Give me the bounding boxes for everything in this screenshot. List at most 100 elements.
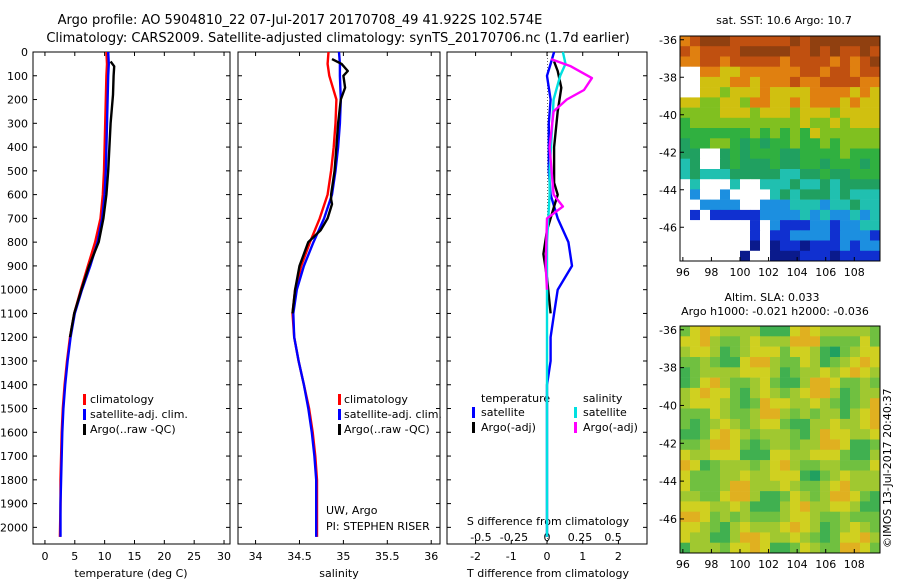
sla-cell (710, 470, 721, 482)
sla-cell (730, 480, 741, 492)
sla-cell (770, 449, 781, 461)
sla-cell (790, 367, 801, 378)
sla-cell (730, 522, 741, 533)
sst-cell (810, 158, 821, 170)
sla-cell (740, 470, 751, 482)
sla-cell (830, 367, 841, 378)
sla-cell (740, 501, 751, 512)
sst-cell (860, 56, 871, 67)
sst-cell (860, 107, 871, 119)
sla-cell (710, 501, 721, 512)
sst-cell (800, 36, 811, 47)
sst-cell (850, 36, 861, 47)
sla-cell (730, 326, 741, 337)
sla-cell (850, 377, 861, 389)
sla-cell (860, 357, 871, 368)
sst-cell (690, 87, 701, 98)
sst-cell (810, 128, 821, 139)
sst-cell (820, 158, 831, 170)
sla-cell (820, 532, 831, 543)
s-tick-label: 0.5 (604, 531, 622, 544)
series-line-climatology (58, 51, 109, 537)
sla-cell (820, 522, 831, 533)
difference-xlabel-top: S difference from climatology (467, 515, 630, 528)
sst-cell (820, 138, 831, 149)
sla-cell (720, 377, 731, 389)
sla-cell (750, 460, 761, 471)
sst-cell (830, 76, 841, 88)
sst-cell (680, 56, 691, 67)
legend-swatch-t-argo (472, 422, 475, 433)
sst-cell (680, 138, 691, 149)
sst-cell (770, 189, 781, 200)
sst-cell (710, 138, 721, 149)
sla-map-title: Altim. SLA: 0.033 (724, 291, 819, 304)
sla-cell (770, 501, 781, 512)
sla-cell (800, 491, 811, 502)
sla-cell (780, 491, 791, 502)
sst-cell (730, 209, 741, 221)
sla-cell (770, 367, 781, 378)
sla-cell (740, 387, 751, 399)
sla-cell (680, 398, 691, 409)
sla-cell (740, 491, 751, 502)
sst-cell (750, 97, 761, 108)
legend-swatch-t-satellite (472, 407, 475, 418)
sla-cell (850, 336, 861, 347)
sla-cell (870, 460, 881, 471)
sst-cell (740, 117, 751, 129)
sst-cell (800, 138, 811, 149)
sla-cell (690, 532, 701, 543)
y-tick-label: 600 (7, 189, 28, 202)
sst-cell (820, 199, 831, 211)
sla-cell (760, 336, 771, 347)
sst-cell (790, 209, 801, 221)
sst-cell (860, 158, 871, 170)
sst-cell (790, 169, 801, 180)
sla-cell (700, 480, 711, 492)
sst-cell (820, 97, 831, 108)
sla-cell (820, 377, 831, 389)
map-y-tick-label: -40 (659, 399, 677, 412)
sst-cell (860, 36, 871, 47)
sst-cell (870, 250, 881, 262)
sla-cell (790, 511, 801, 523)
sst-cell (690, 117, 701, 129)
sla-cell (810, 480, 821, 492)
sst-cell (730, 148, 741, 159)
y-tick-label: 1000 (0, 284, 28, 297)
x-tick-label: 0 (544, 550, 551, 563)
sst-cell (730, 76, 741, 88)
sst-cell (730, 107, 741, 119)
sst-cell (720, 158, 731, 170)
sst-cell (730, 117, 741, 129)
sla-cell (690, 470, 701, 482)
sst-map: sat. SST: 10.6 Argo: 10.7 (679, 14, 881, 262)
sst-cell (760, 97, 771, 108)
sst-cell (750, 66, 761, 78)
y-tick-label: 100 (7, 70, 28, 83)
sla-cell (860, 387, 871, 399)
temperature-axes (32, 51, 231, 545)
sla-cell (840, 449, 851, 461)
sla-cell (800, 346, 811, 358)
sst-cell (750, 240, 761, 251)
x-tick-label: 15 (127, 550, 141, 563)
sla-cell (740, 429, 751, 440)
sst-cell (710, 250, 721, 262)
sst-cell (790, 56, 801, 67)
sst-cell (780, 158, 791, 170)
sst-cell (740, 97, 751, 108)
sst-cell (740, 230, 751, 241)
sla-cell (830, 418, 841, 430)
sst-cell (780, 230, 791, 241)
sst-cell (840, 158, 851, 170)
sla-cell (870, 346, 881, 358)
sst-cell (850, 240, 861, 251)
sla-cell (800, 418, 811, 430)
sla-cell (730, 460, 741, 471)
x-tick-label: 34 (249, 550, 263, 563)
sla-cell (750, 480, 761, 492)
sla-cell (690, 357, 701, 368)
sla-cell (690, 449, 701, 461)
